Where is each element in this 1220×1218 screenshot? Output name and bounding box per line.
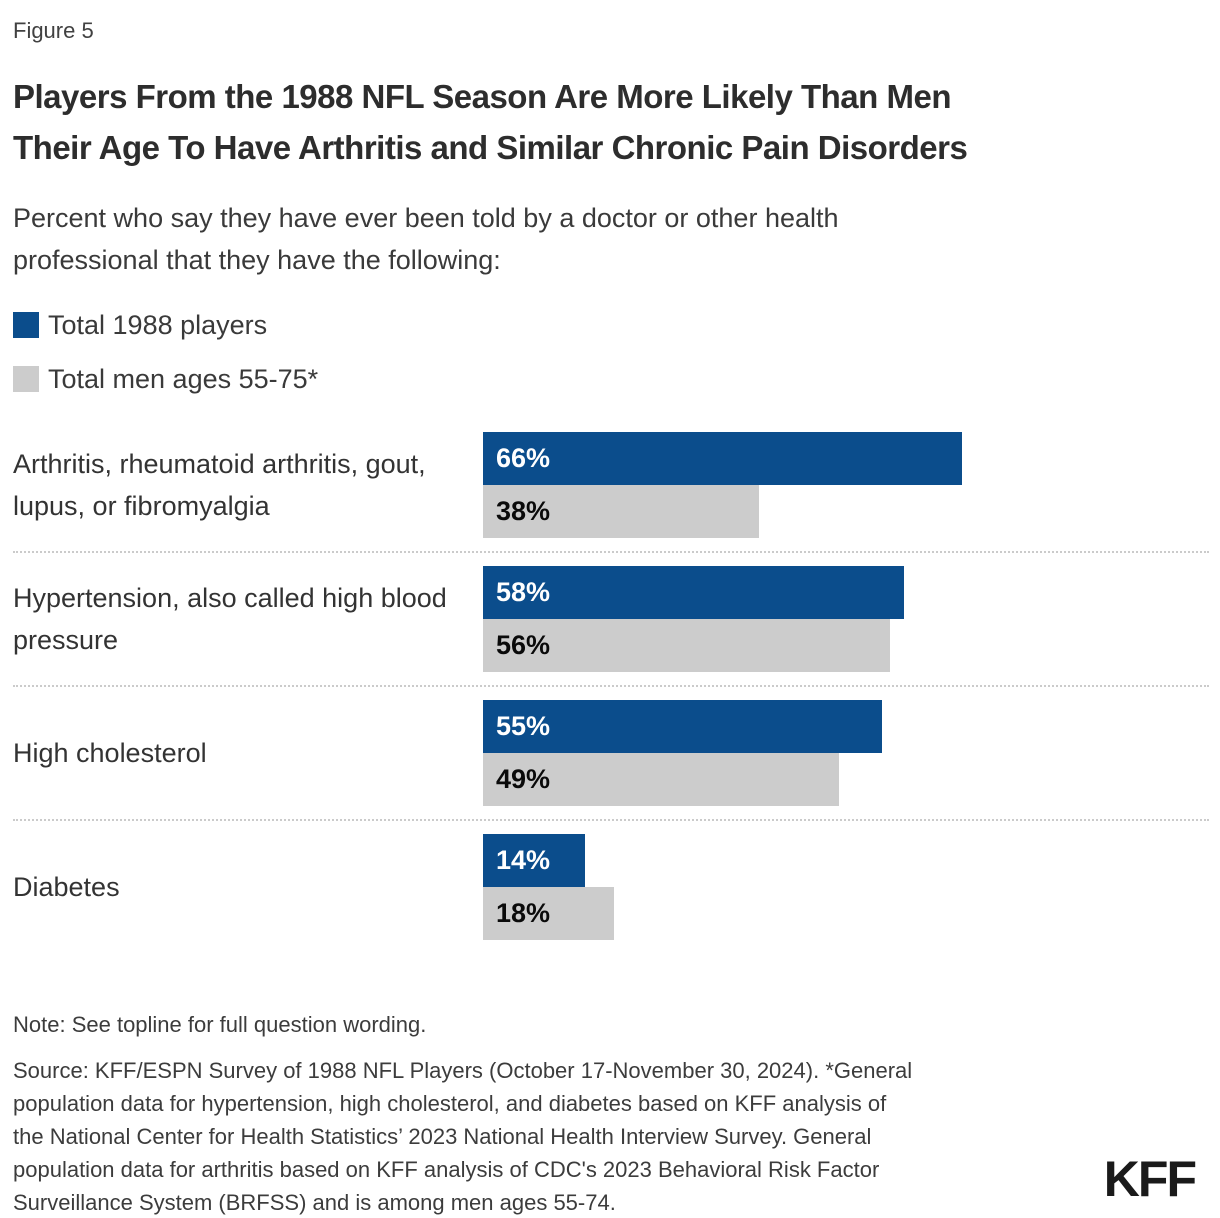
- players-bar: 14%: [483, 834, 585, 887]
- value-label: 66%: [496, 443, 551, 473]
- chart-subtitle: Percent who say they have ever been told…: [13, 197, 1209, 281]
- bar-group: 14% 18%: [483, 834, 1209, 940]
- legend-item-0: Total 1988 players: [13, 309, 1209, 340]
- category-label: High cholesterol: [13, 738, 207, 768]
- category-label: Arthritis, rheumatoid arthritis, gout, l…: [13, 449, 426, 521]
- chart-row: Diabetes 14% 18%: [13, 819, 1209, 953]
- kff-logo: KFF: [1103, 1151, 1197, 1207]
- chart-title: Players From the 1988 NFL Season Are Mor…: [13, 71, 1209, 173]
- legend-item-1: Total men ages 55-75*: [13, 363, 1209, 394]
- legend-swatch-icon: [13, 366, 39, 392]
- figure-number: Figure 5: [13, 18, 94, 43]
- chart-title-line-1: Players From the 1988 NFL Season Are Mor…: [13, 78, 952, 115]
- value-label: 18%: [496, 898, 551, 928]
- bar-group: 58% 56%: [483, 566, 1209, 672]
- bar-group: 55% 49%: [483, 700, 1209, 806]
- chart-subtitle-line-1: Percent who say they have ever been told…: [13, 203, 839, 233]
- value-label: 58%: [496, 577, 551, 607]
- legend-label: Total 1988 players: [48, 309, 268, 340]
- value-label: 56%: [496, 630, 551, 660]
- legend-label: Total men ages 55-75*: [48, 363, 319, 394]
- chart-title-line-2: Their Age To Have Arthritis and Similar …: [13, 129, 968, 166]
- chart-subtitle-line-2: professional that they have the followin…: [13, 245, 501, 275]
- source-line-3: the National Center for Health Statistic…: [13, 1124, 872, 1149]
- players-bar: 66%: [483, 432, 963, 485]
- men-bar: 18%: [483, 887, 614, 940]
- men-bar: 56%: [483, 619, 890, 672]
- legend-swatch-icon: [13, 312, 39, 338]
- source-line-4: population data for arthritis based on K…: [13, 1157, 880, 1182]
- source-line-5: Surveillance System (BRFSS) and is among…: [13, 1190, 616, 1215]
- value-label: 38%: [496, 496, 551, 526]
- bar-chart: Arthritis, rheumatoid arthritis, gout, l…: [13, 419, 1209, 953]
- value-label: 49%: [496, 764, 551, 794]
- chart-row: Hypertension, also called high blood pre…: [13, 551, 1209, 685]
- men-bar: 38%: [483, 485, 759, 538]
- chart-row: Arthritis, rheumatoid arthritis, gout, l…: [13, 419, 1209, 551]
- chart-row: High cholesterol 55% 49%: [13, 685, 1209, 819]
- bar-group: 66% 38%: [483, 432, 1209, 538]
- source-text: Source: KFF/ESPN Survey of 1988 NFL Play…: [13, 1054, 1209, 1218]
- category-label: Diabetes: [13, 872, 120, 902]
- note-text: Note: See topline for full question word…: [13, 1012, 427, 1037]
- value-label: 14%: [496, 845, 551, 875]
- men-bar: 49%: [483, 753, 839, 806]
- chart-legend: Total 1988 players Total men ages 55-75*: [13, 309, 1209, 394]
- players-bar: 55%: [483, 700, 883, 753]
- source-line-1: Source: KFF/ESPN Survey of 1988 NFL Play…: [13, 1058, 913, 1083]
- value-label: 55%: [496, 711, 551, 741]
- source-line-2: population data for hypertension, high c…: [13, 1091, 887, 1116]
- players-bar: 58%: [483, 566, 905, 619]
- category-label: Hypertension, also called high blood pre…: [13, 583, 447, 655]
